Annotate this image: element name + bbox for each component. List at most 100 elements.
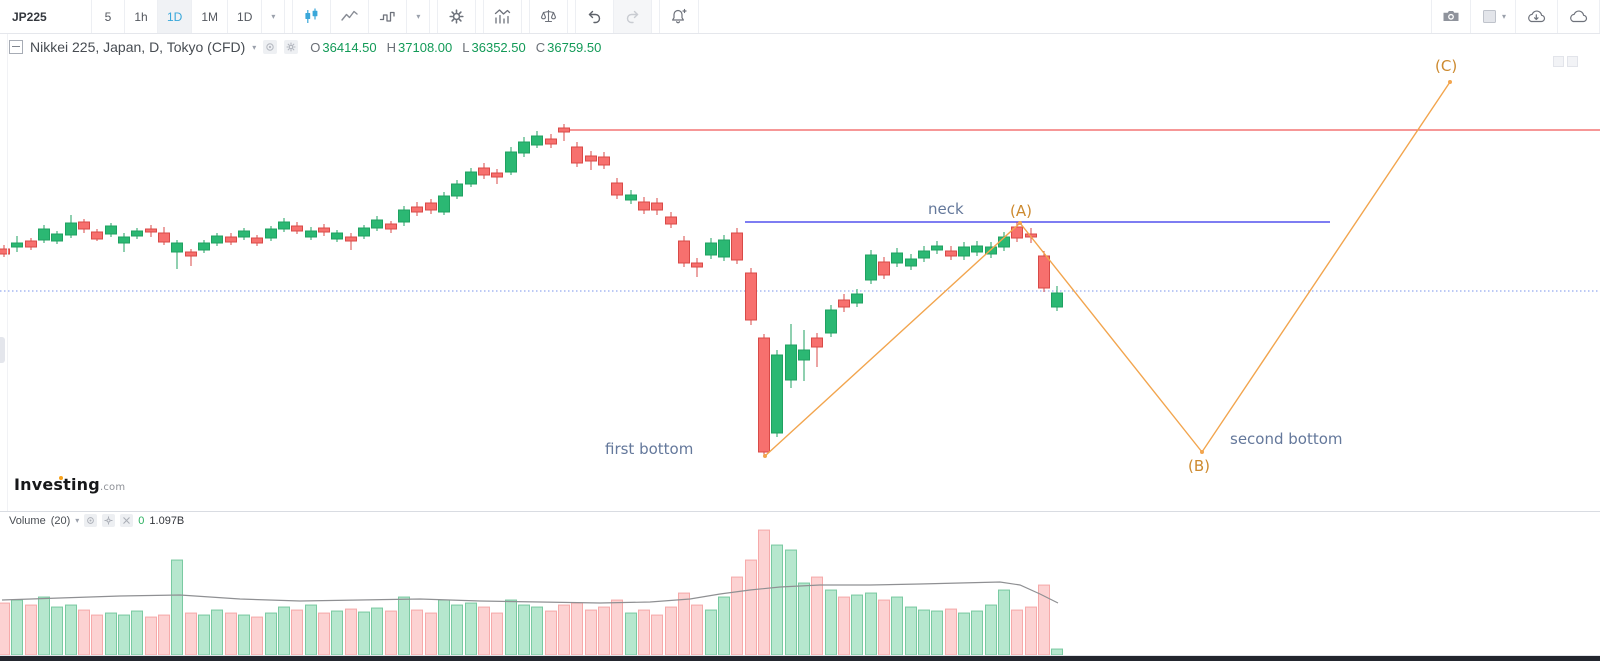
interval-button-5-0[interactable]: 5 <box>92 0 125 33</box>
candle-body <box>331 232 343 240</box>
annotation-first-bottom[interactable]: first bottom <box>605 440 694 458</box>
candle-body <box>145 228 157 233</box>
annotation-wave-b[interactable]: (B) <box>1188 457 1210 475</box>
chevron-down-icon: ▾ <box>271 12 276 21</box>
chart-title[interactable]: Nikkei 225, Japan, D, Tokyo (CFD) <box>30 39 246 55</box>
chevron-down-icon[interactable]: ▾ <box>252 42 257 52</box>
annotation-wave-c[interactable]: (C) <box>1435 57 1458 75</box>
chevron-down-icon[interactable]: ▾ <box>75 516 80 525</box>
volume-bar <box>971 610 983 656</box>
volume-bar <box>105 612 117 656</box>
candle-body <box>131 230 143 237</box>
volume-bar <box>451 604 463 656</box>
save-chart-button[interactable] <box>1558 0 1600 33</box>
volume-baseline <box>0 655 1600 656</box>
volume-bar <box>878 599 890 656</box>
compare-button[interactable] <box>530 0 569 33</box>
ohlc-o: O 36414.50 <box>310 40 376 55</box>
legend-settings-icon[interactable] <box>284 40 299 54</box>
volume-label[interactable]: Volume <box>9 514 46 527</box>
candle-body <box>838 299 850 308</box>
candle-body <box>91 231 103 240</box>
interval-button-1h-1[interactable]: 1h <box>125 0 158 33</box>
volume-bar <box>118 614 130 656</box>
compare-scales-icon <box>541 9 557 23</box>
candle-body <box>851 293 863 304</box>
candle-body <box>891 252 903 264</box>
volume-bar <box>505 599 517 656</box>
candle-body <box>491 172 503 178</box>
zigzag-anchor-point[interactable] <box>1448 80 1452 84</box>
volume-bar <box>158 614 170 656</box>
load-chart-button[interactable] <box>1516 0 1558 33</box>
candle-body <box>371 219 383 229</box>
legend-source-icon[interactable] <box>263 40 278 54</box>
undo-icon <box>589 10 601 24</box>
candle-body <box>1038 255 1050 289</box>
candlestick-chart-type-button[interactable] <box>293 0 332 33</box>
symbol-search-input[interactable]: JP225 <box>0 0 92 33</box>
volume-bar <box>798 582 810 656</box>
annotation-second-bottom[interactable]: second bottom <box>1230 430 1343 448</box>
interval-button-1d-2[interactable]: 1D <box>158 0 193 33</box>
candle-body <box>598 156 610 166</box>
settings-button[interactable] <box>438 0 477 33</box>
time-axis-bar[interactable] <box>0 656 1600 661</box>
line-chart-icon <box>341 10 359 21</box>
pane-close-icon[interactable] <box>1567 56 1578 67</box>
redo-button[interactable] <box>614 0 653 33</box>
volume-bar <box>691 604 703 656</box>
candle-body <box>438 195 450 213</box>
sidebar-resize-grip[interactable] <box>0 337 5 363</box>
candle-body <box>251 237 263 244</box>
volume-ma-value: 1.097B <box>149 514 185 527</box>
ohlc-key: L <box>462 39 470 55</box>
interval-button-1d-4[interactable]: 1D <box>228 0 263 33</box>
candle-body <box>265 228 277 239</box>
volume-bar <box>65 604 77 656</box>
ohlc-c: C 36759.50 <box>536 40 602 55</box>
candle-body <box>811 337 823 348</box>
volume-bar <box>905 606 917 656</box>
interval-dropdown-button[interactable]: ▾ <box>262 0 286 33</box>
pane-maximize-icon[interactable] <box>1553 56 1564 67</box>
candle-body <box>745 272 757 321</box>
zigzag-anchor-point[interactable] <box>1200 450 1204 454</box>
elliott-zigzag-drawing[interactable] <box>764 81 1451 457</box>
annotation-neck[interactable]: neck <box>928 200 964 218</box>
annotation-wave-a[interactable]: (A) <box>1010 202 1032 220</box>
candle-body <box>305 230 317 238</box>
candle-body <box>611 182 623 196</box>
volume-bar <box>838 596 850 656</box>
zigzag-anchor-point[interactable] <box>1018 221 1022 225</box>
zigzag-anchor-point[interactable] <box>763 454 767 458</box>
candle-body <box>385 223 397 230</box>
add-alert-button[interactable] <box>660 0 700 33</box>
volume-visibility-icon[interactable] <box>84 514 98 527</box>
candle-body <box>825 309 837 334</box>
collapse-pane-icon[interactable] <box>9 40 23 54</box>
undo-button[interactable] <box>576 0 615 33</box>
candle-body <box>705 242 717 256</box>
step-chart-type-button[interactable] <box>369 0 408 33</box>
candle-body <box>118 236 130 244</box>
volume-bar <box>571 602 583 656</box>
candle-body <box>545 138 557 145</box>
line-chart-type-button[interactable] <box>331 0 370 33</box>
volume-bar <box>331 610 343 656</box>
indicators-button[interactable] <box>484 0 523 33</box>
candle-body <box>171 242 183 253</box>
candle-body <box>105 225 117 235</box>
layout-select-button[interactable]: ▾ <box>1470 0 1516 33</box>
chart-type-dropdown-button[interactable]: ▾ <box>407 0 431 33</box>
volume-remove-icon[interactable] <box>120 514 134 527</box>
volume-settings-icon[interactable] <box>102 514 116 527</box>
volume-bar <box>665 606 677 656</box>
investing-logo: Investing.com <box>14 475 125 494</box>
interval-button-1m-3[interactable]: 1M <box>192 0 229 33</box>
volume-bar <box>1025 606 1037 656</box>
snapshot-button[interactable] <box>1431 0 1471 33</box>
pane-separator[interactable] <box>0 511 1600 512</box>
